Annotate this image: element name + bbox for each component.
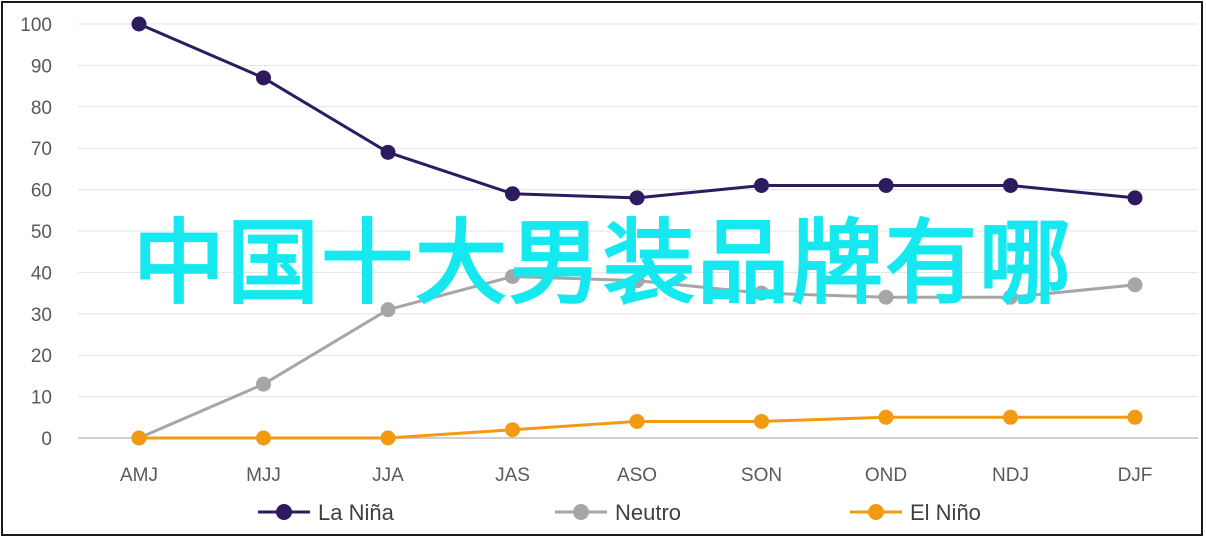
data-point — [754, 413, 769, 429]
y-tick-label: 0 — [41, 429, 52, 450]
legend-item-0: La Niña — [258, 500, 395, 525]
data-point — [505, 186, 520, 202]
legend-label: El Niño — [910, 500, 981, 525]
y-tick-label: 70 — [31, 139, 52, 160]
series-2 — [131, 409, 1143, 446]
data-point — [754, 285, 769, 301]
y-tick-label: 80 — [31, 98, 52, 119]
x-axis: AMJ MJJ JJA JAS ASO SON OND NDJ DJF — [120, 465, 1152, 486]
x-tick-label: SON — [741, 465, 782, 486]
data-point — [1003, 177, 1018, 193]
data-point — [380, 144, 396, 160]
data-point — [505, 422, 520, 438]
x-tick-label: NDJ — [992, 465, 1029, 486]
data-point — [256, 376, 271, 392]
legend-item-1: Neutro — [555, 500, 681, 525]
data-point — [1003, 409, 1018, 425]
x-tick-label: JAS — [495, 465, 530, 486]
y-tick-label: 20 — [31, 346, 52, 367]
data-point — [256, 70, 271, 86]
legend-marker — [573, 504, 589, 520]
data-point — [380, 302, 396, 318]
series-group — [131, 16, 1143, 446]
data-point — [629, 413, 645, 429]
overlay-watermark-text: 中国十大男装品牌有哪 — [132, 210, 1073, 317]
legend-marker — [868, 504, 884, 520]
data-point — [754, 177, 769, 193]
data-point — [1127, 277, 1143, 293]
y-tick-label: 50 — [31, 222, 52, 243]
data-point — [256, 430, 271, 446]
data-point — [878, 289, 894, 305]
y-tick-label: 40 — [31, 263, 52, 284]
y-tick-label: 60 — [31, 181, 52, 202]
x-tick-label: AMJ — [120, 465, 158, 486]
x-tick-label: JJA — [372, 465, 404, 486]
legend: La Niña Neutro El Niño — [258, 500, 981, 525]
y-tick-label: 90 — [31, 56, 52, 77]
data-point — [1127, 190, 1143, 206]
y-axis: 0 10 20 30 40 50 60 70 80 90 100 — [20, 15, 52, 450]
series-line — [137, 22, 1137, 200]
series-0 — [131, 16, 1143, 206]
y-tick-label: 30 — [31, 305, 52, 326]
data-point — [131, 16, 147, 32]
legend-label: La Niña — [318, 500, 395, 525]
data-point — [629, 190, 645, 206]
y-tick-label: 10 — [31, 388, 52, 409]
data-point — [629, 273, 645, 289]
data-point — [131, 430, 147, 446]
data-point — [505, 269, 520, 285]
x-tick-label: MJJ — [246, 465, 281, 486]
data-point — [1127, 409, 1143, 425]
data-point — [878, 177, 894, 193]
legend-label: Neutro — [615, 500, 681, 525]
x-tick-label: OND — [865, 465, 907, 486]
data-point — [380, 430, 396, 446]
data-point — [878, 409, 894, 425]
data-point — [1003, 289, 1018, 305]
legend-item-2: El Niño — [850, 500, 981, 525]
x-tick-label: DJF — [1118, 465, 1153, 486]
legend-marker — [276, 504, 292, 520]
y-tick-label: 100 — [20, 15, 52, 36]
x-tick-label: ASO — [617, 465, 657, 486]
